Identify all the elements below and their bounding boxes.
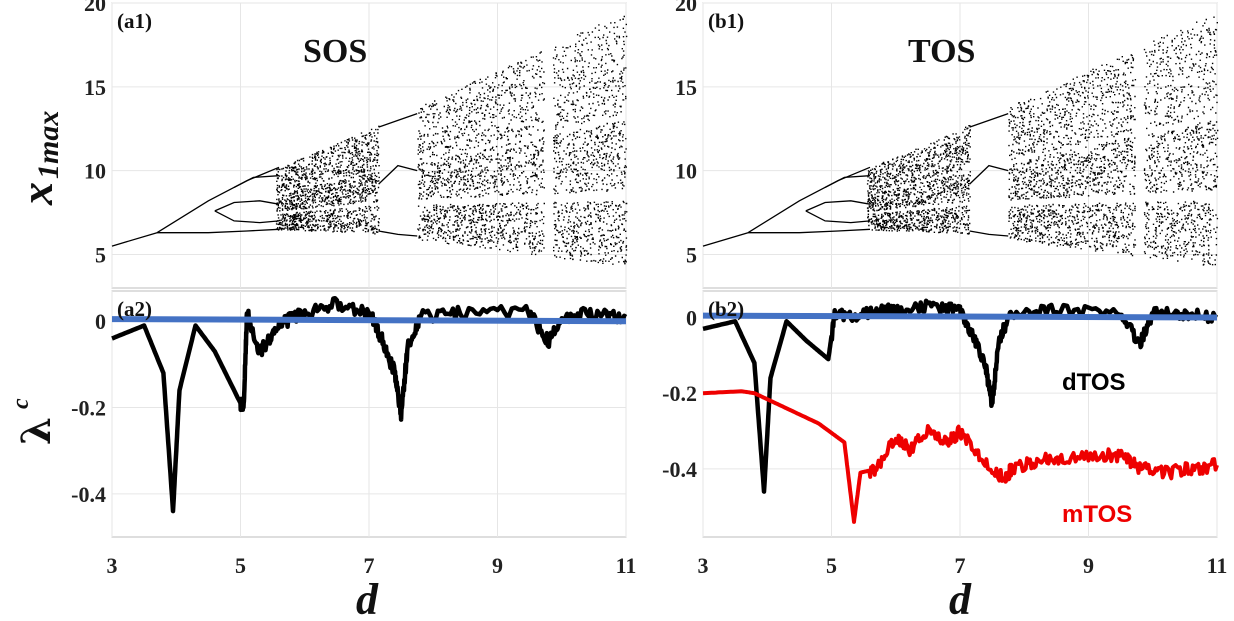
ytick-label: 10	[675, 159, 697, 184]
panel-b2-yticks: 0 -0.2 -0.4	[662, 305, 697, 481]
xtick-label: 5	[235, 553, 246, 578]
panel-a1-label: (a1)	[117, 9, 152, 33]
panel-a2-label: (a2)	[117, 297, 152, 321]
y-label-superscript: c	[8, 398, 34, 409]
y-label-subscript: 1max	[32, 111, 65, 179]
chaotic-points	[275, 15, 628, 265]
xtick-label: 9	[1083, 553, 1094, 578]
ytick-label: -0.2	[71, 396, 106, 421]
ytick-label: -0.4	[71, 482, 106, 507]
y-label-x: x	[11, 182, 62, 206]
bifurcation-branch	[969, 164, 1009, 185]
xtick-label: 9	[492, 553, 503, 578]
x-axis-label-right: d	[949, 575, 972, 621]
y-axis-label-bottom: λ c	[8, 398, 60, 445]
series-line-conditional-lyapunov	[702, 312, 1218, 321]
bifurcation-branch	[969, 230, 1009, 237]
bifurcation-branch	[233, 175, 280, 188]
xtick-label: 3	[698, 553, 709, 578]
bifurcation-branch	[378, 112, 418, 128]
xtick-label: 7	[364, 553, 375, 578]
panel-b1-yticks: 5 10 15 20	[675, 0, 697, 267]
panel-a1-yticks: 5 10 15 20	[84, 0, 106, 267]
series-line-conditional-lyapunov	[111, 316, 627, 325]
ytick-label: 5	[686, 242, 697, 267]
panel-a1-grid	[111, 2, 627, 288]
bifurcation-branch	[378, 164, 418, 185]
x-axis-label-left: d	[356, 575, 379, 621]
ytick-label: 5	[95, 242, 106, 267]
panel-b1-grid	[702, 2, 1218, 288]
panel-a1: 5 10 15 20 (a1) SOS	[84, 0, 628, 289]
panel-b2-label: (b2)	[708, 297, 744, 321]
bifurcation-branch	[824, 175, 871, 188]
ytick-label: 15	[84, 75, 106, 100]
bifurcation-branch	[214, 210, 280, 224]
bifurcation-branch	[805, 210, 871, 224]
bifurcation-branch	[747, 166, 871, 234]
xtick-label: 3	[107, 553, 118, 578]
bifurcation-branch	[156, 166, 280, 234]
xtick-label: 11	[1207, 553, 1228, 578]
dtos-annotation: dTOS	[1062, 369, 1126, 396]
panel-b1-title: TOS	[908, 33, 975, 70]
panel-a2-lines	[111, 295, 628, 514]
ytick-label: 20	[84, 0, 106, 16]
panel-a2-yticks: 0 -0.2 -0.4	[71, 309, 106, 507]
xtick-label: 7	[955, 553, 966, 578]
panel-a1-title: SOS	[303, 33, 367, 70]
bifurcation-branch	[969, 112, 1009, 128]
panel-b1: 5 10 15 20 (b1) TOS	[675, 0, 1219, 289]
ytick-label: 15	[675, 75, 697, 100]
ytick-label: 0	[95, 309, 106, 334]
panel-b1-label: (b1)	[708, 9, 744, 33]
panel-a1-bifurcation-points	[111, 15, 628, 265]
series-line-mtos	[702, 389, 1219, 524]
bifurcation-branch	[702, 232, 749, 247]
panel-b1-bifurcation-points	[702, 16, 1219, 266]
bifurcation-branch	[111, 232, 158, 247]
ytick-label: 0	[686, 305, 697, 330]
bifurcation-branch	[805, 200, 871, 212]
mtos-annotation: mTOS	[1062, 501, 1132, 528]
xtick-label: 11	[616, 553, 637, 578]
bifurcation-branch	[378, 230, 418, 237]
chaotic-points	[866, 16, 1219, 266]
ytick-label: -0.2	[662, 381, 697, 406]
bifurcation-branch	[214, 200, 280, 212]
bifurcation-branch	[748, 228, 871, 234]
panel-a2-xticks: 3 5 7 9 11	[107, 553, 637, 578]
panel-b2-lines	[702, 298, 1219, 524]
y-axis-label-top: x 1max	[11, 111, 65, 206]
ytick-label: -0.4	[662, 457, 697, 482]
bifurcation-branch	[157, 228, 280, 234]
xtick-label: 5	[826, 553, 837, 578]
ytick-label: 20	[675, 0, 697, 16]
ytick-label: 10	[84, 159, 106, 184]
panel-b2-xticks: 3 5 7 9 11	[698, 553, 1228, 578]
y-label-lambda: λ	[13, 417, 60, 445]
panel-a2: 0 -0.2 -0.4 3 5 7 9 11 (a2)	[71, 290, 637, 578]
panel-b2: 0 -0.2 -0.4 3 5 7 9 11 (b2) dTOS mTOS	[662, 290, 1228, 578]
